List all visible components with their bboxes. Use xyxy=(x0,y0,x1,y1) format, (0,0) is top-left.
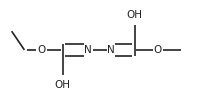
Text: N: N xyxy=(84,45,92,55)
Text: O: O xyxy=(154,45,162,55)
Text: OH: OH xyxy=(127,10,143,20)
Text: O: O xyxy=(37,45,45,55)
Text: OH: OH xyxy=(54,80,71,90)
Text: N: N xyxy=(107,45,115,55)
